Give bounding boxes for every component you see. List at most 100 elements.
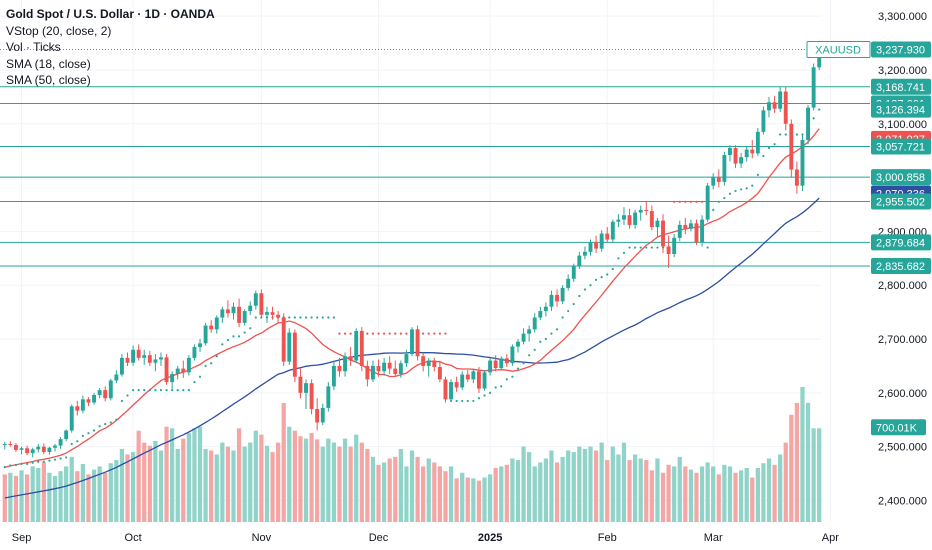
volume-bar [86,474,91,522]
candle-body [532,317,537,330]
time-axis[interactable]: Sep Oct Nov Dec 2025 Feb Mar Apr [12,532,840,544]
candle-body [147,355,152,363]
symbol-title[interactable]: Gold Spot / U.S. Dollar · 1D · OANDA [6,7,215,21]
vstop-dot [20,462,23,465]
volume-bar [153,441,158,522]
candle-body [131,349,136,363]
volume-bar [387,458,392,522]
vstop-dot [254,316,257,319]
candle-body [320,407,325,423]
volume-bar [744,468,749,522]
vstop-dot [316,316,319,319]
vstop-dot [53,458,57,461]
candle-body [13,445,18,450]
candle-body [393,368,398,375]
candle-body [270,312,275,315]
vstop-dot [472,399,475,403]
time-tick-label: Oct [125,532,142,544]
volume-bar [393,456,398,522]
volume-bar [342,438,348,522]
vstop-dot [81,434,84,437]
vstop-dot [215,355,218,358]
candle-body [387,362,392,369]
candle-body [371,365,375,380]
candle-body [36,446,41,450]
candle-body [666,246,671,255]
vstop-dot [332,316,336,319]
vstop-dot [522,362,525,365]
vstop-dot [338,332,341,335]
legend-sma-18[interactable]: SMA (18, close) [6,56,91,71]
volume-bar [487,474,493,522]
price-tag-box [871,169,931,186]
candle-body [242,311,247,323]
candle-body [716,177,721,182]
volume-bar [158,450,164,522]
volume-bar [220,442,225,522]
price-tick-label: 3,200.000 [878,65,927,77]
volume-bar [264,445,270,522]
volume-bar [677,456,682,522]
vstop-dot [198,375,202,378]
candle-body [198,343,202,348]
price-tag-box [871,419,926,436]
candle-body [142,355,147,358]
volume-bar [47,472,52,522]
vstop-dot [210,362,213,365]
vstop-dot [204,364,207,368]
volume-bar [370,456,376,522]
volume-bar [532,466,537,522]
candle-body [694,223,699,243]
vstop-dot [42,460,45,463]
volume-bar [549,450,554,522]
volume-bar [164,426,169,522]
vstop-dot [165,389,168,392]
volume-bar [610,446,615,522]
legend-volume[interactable]: Vol · Ticks [6,40,61,55]
vstop-dot [405,332,408,335]
vstop-dot [310,316,313,319]
vstop-dot [65,456,68,459]
price-tag-box [871,101,931,118]
volume-bar [527,452,532,522]
volume-bar [315,439,320,522]
volume-bar [711,466,716,522]
candle-body [744,149,749,158]
volume-bar [794,402,800,522]
volume-bar [448,466,454,522]
volume-bar [649,470,654,522]
volume-bar [638,458,643,522]
price-tick-label: 2,800.000 [878,280,927,292]
volume-bar [365,448,370,522]
vstop-dot [712,208,715,211]
candle-body [253,293,258,306]
volume-bar [660,472,666,522]
candle-body [276,314,281,318]
vstop-dot [611,267,614,271]
volume-bar [750,477,755,522]
legend-sma-50[interactable]: SMA (50, close) [6,73,91,88]
vstop-dot [784,133,787,136]
candle-body [582,251,587,256]
horizontal-levels [0,86,870,267]
candle-body [488,360,493,373]
chart-legend: Gold Spot / U.S. Dollar · 1D · OANDA VSt… [6,6,215,89]
legend-vstop[interactable]: VStop (20, close, 2) [6,23,112,38]
volume-bar [259,434,264,522]
candle-body [649,210,654,228]
sma-18-path [4,128,820,468]
vstop-dot [154,389,157,392]
vstop-dot [193,380,196,384]
vstop-dot [528,354,531,357]
volume-bar [170,428,175,522]
vstop-dot [745,187,748,190]
price-axis[interactable]: 2,400.000 2,500.000 2,600.000 2,700.000 2,80… [878,11,927,507]
candlesticks [2,48,822,458]
candle-body [108,380,113,399]
candle-body [47,447,52,453]
vstop-dot [433,332,436,335]
candle-body [672,237,677,255]
candle-body [214,317,219,330]
volume-bar [560,456,565,522]
